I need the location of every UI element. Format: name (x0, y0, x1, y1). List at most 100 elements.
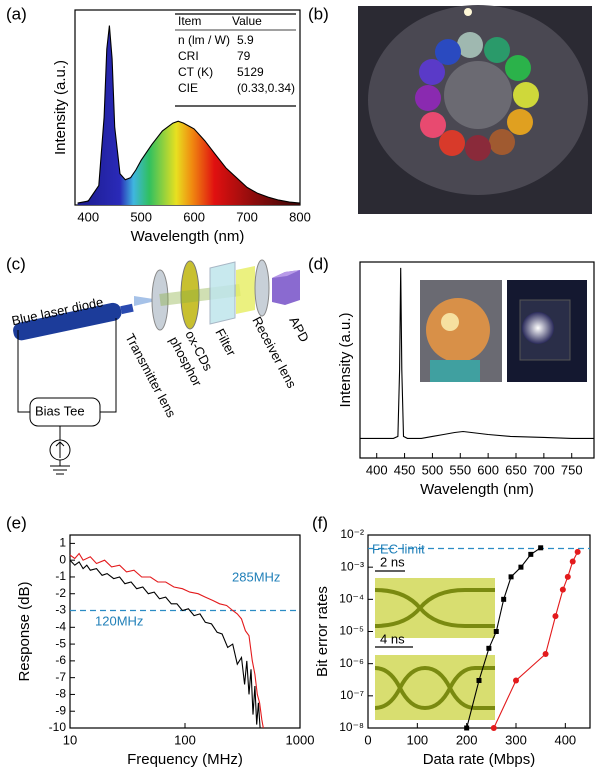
table-header: Value (232, 14, 262, 28)
y-tick-label: -4 (55, 619, 66, 633)
filter (209, 261, 236, 325)
table-cell: 5129 (237, 65, 264, 79)
y-tick-label: -7 (55, 670, 66, 684)
x-tick-label: 700 (533, 462, 555, 477)
y-tick-label: -10 (49, 720, 67, 734)
data-point (508, 574, 514, 580)
x-tick-label: 500 (130, 209, 152, 224)
data-point (528, 551, 534, 557)
x-tick-label: 10 (63, 732, 77, 747)
table-cell: (0.33,0.34) (237, 81, 295, 95)
setup-diagram: Blue laser diode Bias Tee Transmitter le… (10, 259, 312, 475)
phosphor (180, 260, 200, 330)
y-tick-label: -5 (55, 636, 66, 650)
panel-label: (f) (312, 513, 328, 532)
transmitter-lens (151, 269, 169, 331)
data-line (69, 559, 261, 729)
x-tick-label: 600 (183, 209, 205, 224)
y-tick-label: 10⁻⁵ (339, 624, 364, 638)
x-tick-label: 450 (394, 462, 416, 477)
y-tick-label: -6 (55, 653, 66, 667)
data-point (542, 650, 549, 657)
data-point (569, 558, 576, 565)
y-tick-label: 10⁻⁶ (339, 656, 364, 670)
plot-frame (359, 261, 595, 459)
x-tick-label: 100 (406, 732, 428, 747)
data-point (476, 677, 482, 683)
y-tick-label: -1 (55, 569, 66, 583)
panel-label: (d) (308, 254, 329, 273)
data-point (513, 677, 519, 684)
y-tick-label: 10⁻⁴ (339, 592, 364, 606)
data-point (464, 725, 470, 731)
y-tick-label: 10⁻⁸ (339, 720, 364, 734)
data-point (574, 548, 581, 555)
data-line (77, 25, 301, 204)
y-tick-label: 10⁻³ (340, 559, 364, 573)
x-tick-label: 400 (77, 209, 99, 224)
panel-label: (a) (6, 4, 27, 23)
y-tick-label: -2 (55, 586, 66, 600)
x-axis-label: Wavelength (nm) (420, 481, 534, 498)
table-cell: CT (K) (178, 65, 213, 79)
x-tick-label: 750 (561, 462, 583, 477)
data-point (501, 596, 507, 602)
data-point (493, 629, 499, 634)
spectrum-area (77, 25, 300, 205)
y-axis-label: Response (dB) (16, 581, 33, 681)
eye-diagram (374, 570, 495, 720)
table-cell: CRI (178, 49, 199, 63)
inset-photo (420, 280, 587, 382)
panel-label: (c) (6, 254, 26, 273)
photo (358, 5, 592, 214)
y-axis-label: Intensity (a.u.) (52, 60, 69, 155)
diagram-label: APD (286, 314, 312, 345)
diagram-label: Filter (212, 326, 239, 359)
annotation: FEC limit (372, 541, 425, 556)
plot-frame (69, 534, 301, 729)
x-axis-label: Wavelength (nm) (131, 228, 245, 245)
y-axis-label: Bit error rates (314, 586, 331, 677)
annotation: 285MHz (232, 569, 280, 584)
table-cell: CIE (178, 81, 198, 95)
y-tick-label: 10⁻⁷ (340, 688, 364, 702)
data-point (552, 613, 559, 620)
annotation: 2 ns (380, 554, 405, 569)
apd (272, 270, 300, 305)
x-tick-label: 650 (505, 462, 527, 477)
y-tick-label: -8 (55, 687, 66, 701)
x-tick-label: 400 (366, 462, 388, 477)
data-point (538, 545, 544, 551)
x-tick-label: 100 (174, 732, 196, 747)
annotation: 120MHz (95, 613, 143, 628)
table-header: Item (178, 14, 201, 28)
data-point (490, 725, 497, 731)
y-tick-label: 10⁻² (340, 527, 364, 541)
panel-label: (e) (6, 513, 27, 532)
table-cell: 79 (237, 49, 251, 63)
data-line (69, 552, 264, 729)
data-point (518, 564, 524, 570)
data-point (564, 573, 571, 580)
annotation: 4 ns (380, 631, 405, 646)
x-tick-label: 300 (505, 732, 527, 747)
x-tick-label: 800 (289, 209, 311, 224)
y-tick-label: 0 (59, 552, 66, 566)
x-tick-label: 500 (422, 462, 444, 477)
x-tick-label: 400 (554, 732, 576, 747)
panel-label: (b) (308, 4, 329, 23)
data-line (360, 267, 594, 439)
receiver-lens (254, 259, 270, 317)
x-tick-label: 200 (456, 732, 478, 747)
x-axis-label: Data rate (Mbps) (423, 751, 536, 768)
y-tick-label: 1 (59, 536, 66, 550)
data-line (493, 551, 579, 729)
table-cell: 5.9 (237, 33, 254, 47)
data-point (559, 586, 566, 593)
y-tick-label: -3 (55, 603, 66, 617)
x-tick-label: 600 (477, 462, 499, 477)
x-tick-label: 0 (364, 732, 371, 747)
y-axis-label: Intensity (a.u.) (337, 312, 354, 407)
laser (13, 302, 122, 341)
